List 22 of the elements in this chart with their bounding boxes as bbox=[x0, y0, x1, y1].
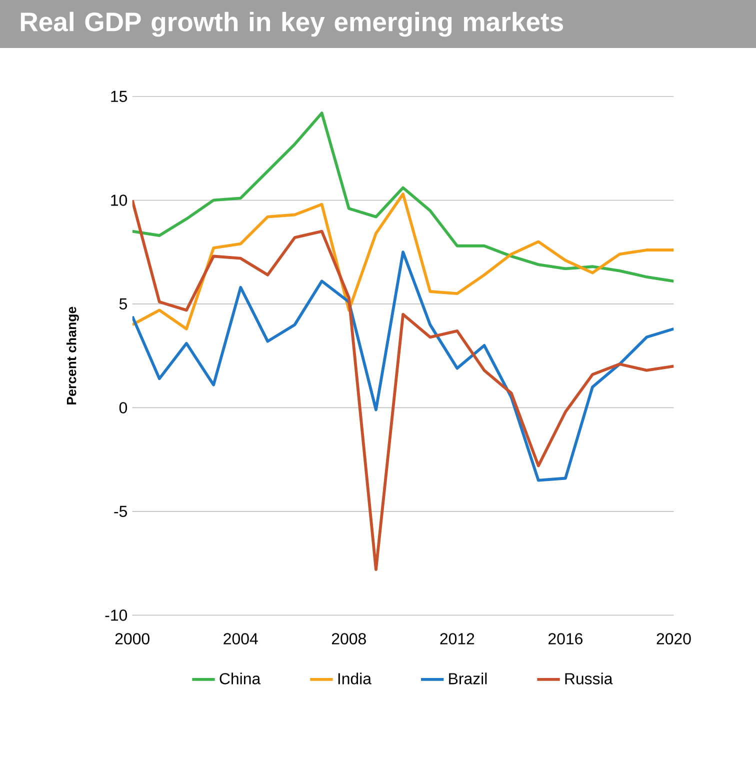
x-tick-label: 2008 bbox=[332, 633, 366, 644]
line-series bbox=[132, 198, 674, 572]
y-tick-label: 5 bbox=[119, 298, 127, 310]
line-series bbox=[132, 112, 674, 283]
legend-label: Russia bbox=[565, 672, 613, 684]
y-tick-label: 0 bbox=[119, 402, 127, 414]
legend-label: Brazil bbox=[449, 672, 486, 684]
chart-title: Real GDP growth in key emerging markets bbox=[20, 12, 563, 37]
x-tick-label: 2004 bbox=[224, 633, 258, 644]
legend-label: China bbox=[220, 672, 260, 684]
x-tick-label: 2000 bbox=[115, 633, 150, 644]
y-tick-label: 15 bbox=[111, 90, 127, 102]
legend-label: India bbox=[338, 672, 372, 684]
line-series bbox=[132, 192, 674, 330]
x-tick-label: 2012 bbox=[440, 633, 474, 644]
y-axis-title: Percent change bbox=[66, 306, 79, 404]
y-tick-label: -10 bbox=[105, 610, 127, 621]
y-tick-label: 10 bbox=[111, 194, 127, 206]
line-series bbox=[132, 250, 674, 482]
y-tick-label: -5 bbox=[114, 506, 127, 517]
x-tick-label: 2016 bbox=[548, 633, 582, 644]
x-tick-label: 2020 bbox=[656, 633, 691, 644]
